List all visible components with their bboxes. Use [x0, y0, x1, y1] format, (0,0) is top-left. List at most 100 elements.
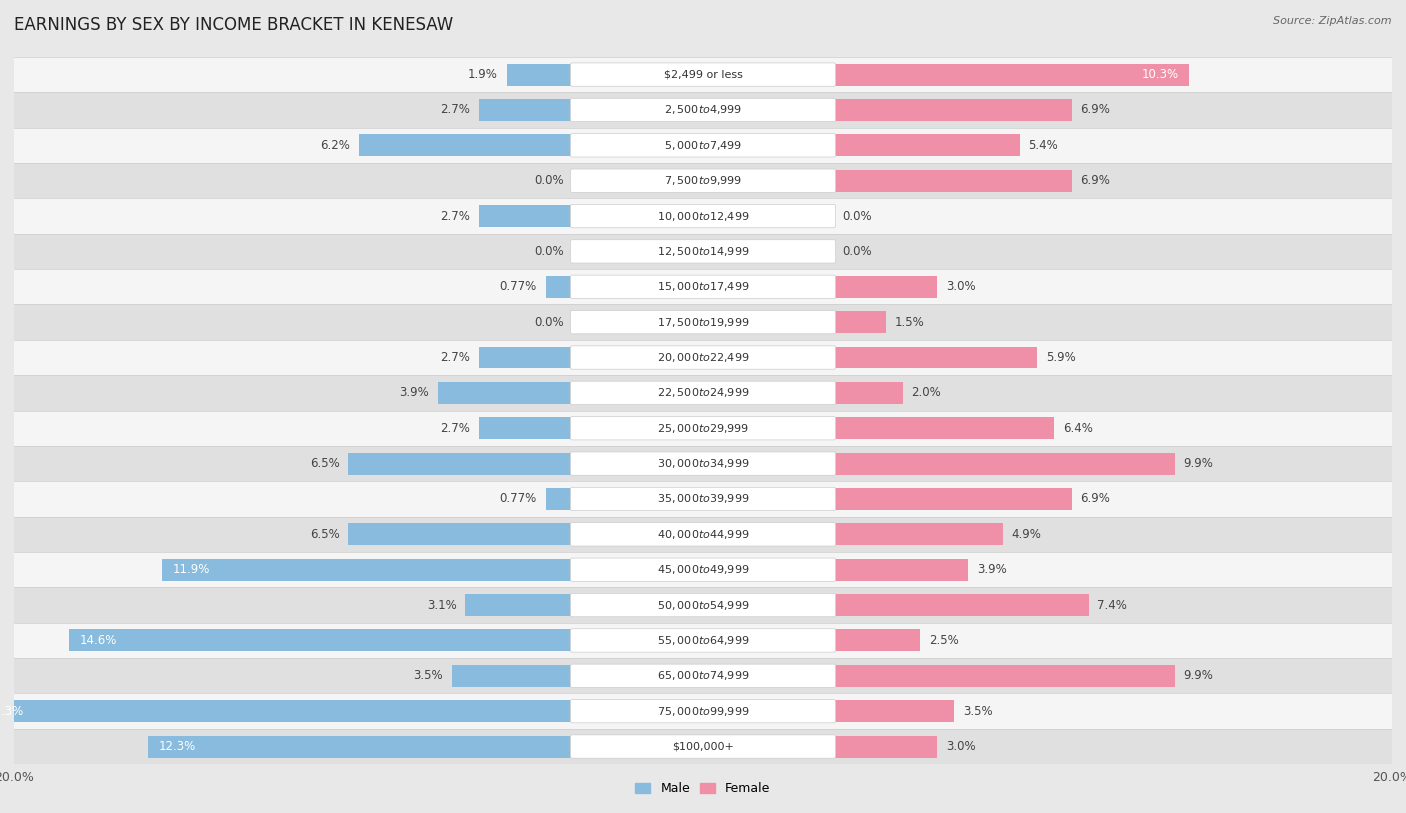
Text: 6.5%: 6.5%	[309, 528, 340, 541]
FancyBboxPatch shape	[571, 487, 835, 511]
Text: $25,000 to $29,999: $25,000 to $29,999	[657, 422, 749, 435]
Bar	[14, 233, 1392, 269]
Bar	[834, 453, 1175, 475]
Text: 6.5%: 6.5%	[309, 457, 340, 470]
Text: Source: ZipAtlas.com: Source: ZipAtlas.com	[1274, 16, 1392, 26]
Text: 3.5%: 3.5%	[963, 705, 993, 718]
FancyBboxPatch shape	[571, 311, 835, 334]
Bar	[834, 63, 1188, 85]
Bar	[149, 736, 572, 758]
FancyBboxPatch shape	[571, 628, 835, 652]
FancyBboxPatch shape	[571, 558, 835, 581]
Bar	[14, 693, 1392, 729]
Bar	[834, 488, 1071, 510]
FancyBboxPatch shape	[571, 699, 835, 723]
Bar	[834, 170, 1071, 192]
Bar	[465, 594, 572, 616]
Text: $2,499 or less: $2,499 or less	[664, 70, 742, 80]
Text: 0.0%: 0.0%	[534, 174, 564, 187]
Bar	[349, 453, 572, 475]
Text: $50,000 to $54,999: $50,000 to $54,999	[657, 598, 749, 611]
Bar	[546, 488, 572, 510]
Bar	[834, 559, 969, 580]
Text: 3.1%: 3.1%	[427, 598, 457, 611]
Bar	[506, 63, 572, 85]
FancyBboxPatch shape	[571, 275, 835, 298]
FancyBboxPatch shape	[571, 346, 835, 369]
Text: 2.0%: 2.0%	[911, 386, 941, 399]
Text: $30,000 to $34,999: $30,000 to $34,999	[657, 457, 749, 470]
Text: $20,000 to $22,499: $20,000 to $22,499	[657, 351, 749, 364]
Text: $55,000 to $64,999: $55,000 to $64,999	[657, 634, 749, 647]
Bar	[834, 665, 1175, 687]
Bar	[834, 276, 938, 298]
FancyBboxPatch shape	[571, 98, 835, 122]
Bar	[834, 736, 938, 758]
Text: 5.9%: 5.9%	[1046, 351, 1076, 364]
Bar	[69, 629, 572, 651]
Text: 1.9%: 1.9%	[468, 68, 498, 81]
Text: $75,000 to $99,999: $75,000 to $99,999	[657, 705, 749, 718]
Text: 2.7%: 2.7%	[440, 210, 471, 223]
Text: 0.0%: 0.0%	[842, 210, 872, 223]
Text: $15,000 to $17,499: $15,000 to $17,499	[657, 280, 749, 293]
Bar	[14, 198, 1392, 234]
FancyBboxPatch shape	[571, 416, 835, 440]
Bar	[14, 481, 1392, 517]
Text: 6.9%: 6.9%	[1080, 493, 1111, 506]
Bar	[14, 517, 1392, 552]
FancyBboxPatch shape	[571, 664, 835, 688]
Legend: Male, Female: Male, Female	[630, 777, 776, 801]
Bar	[437, 382, 572, 404]
Bar	[451, 665, 572, 687]
FancyBboxPatch shape	[571, 523, 835, 546]
FancyBboxPatch shape	[571, 381, 835, 405]
Text: 6.9%: 6.9%	[1080, 103, 1111, 116]
Bar	[14, 587, 1392, 623]
Text: 3.9%: 3.9%	[399, 386, 429, 399]
Bar	[834, 99, 1071, 121]
Text: 11.9%: 11.9%	[173, 563, 209, 576]
Text: 0.77%: 0.77%	[499, 493, 537, 506]
Text: $65,000 to $74,999: $65,000 to $74,999	[657, 669, 749, 682]
Text: $10,000 to $12,499: $10,000 to $12,499	[657, 210, 749, 223]
Text: 2.5%: 2.5%	[928, 634, 959, 647]
Text: 0.0%: 0.0%	[534, 315, 564, 328]
FancyBboxPatch shape	[571, 240, 835, 263]
Text: 3.9%: 3.9%	[977, 563, 1007, 576]
Bar	[479, 346, 572, 368]
Text: 0.0%: 0.0%	[842, 245, 872, 258]
Text: 2.7%: 2.7%	[440, 103, 471, 116]
Text: 12.3%: 12.3%	[159, 740, 195, 753]
Text: 5.4%: 5.4%	[1029, 139, 1059, 152]
Text: $100,000+: $100,000+	[672, 741, 734, 751]
Text: 1.5%: 1.5%	[894, 315, 924, 328]
Bar	[14, 340, 1392, 375]
FancyBboxPatch shape	[571, 204, 835, 228]
Bar	[546, 276, 572, 298]
Bar	[834, 700, 955, 722]
FancyBboxPatch shape	[571, 593, 835, 617]
Text: 14.6%: 14.6%	[80, 634, 117, 647]
Bar	[479, 99, 572, 121]
Bar	[834, 311, 886, 333]
Bar	[834, 417, 1054, 439]
Bar	[349, 524, 572, 546]
Bar	[834, 382, 903, 404]
Bar	[834, 524, 1002, 546]
Text: $7,500 to $9,999: $7,500 to $9,999	[664, 174, 742, 187]
Text: 0.77%: 0.77%	[499, 280, 537, 293]
FancyBboxPatch shape	[571, 133, 835, 157]
Text: $22,500 to $24,999: $22,500 to $24,999	[657, 386, 749, 399]
Bar	[834, 346, 1038, 368]
Text: $45,000 to $49,999: $45,000 to $49,999	[657, 563, 749, 576]
FancyBboxPatch shape	[571, 63, 835, 86]
Bar	[834, 629, 920, 651]
Bar	[479, 205, 572, 227]
Bar	[14, 659, 1392, 693]
Bar	[14, 304, 1392, 340]
Text: 6.9%: 6.9%	[1080, 174, 1111, 187]
Bar	[14, 92, 1392, 128]
Text: 17.3%: 17.3%	[0, 705, 24, 718]
Text: 2.7%: 2.7%	[440, 422, 471, 435]
